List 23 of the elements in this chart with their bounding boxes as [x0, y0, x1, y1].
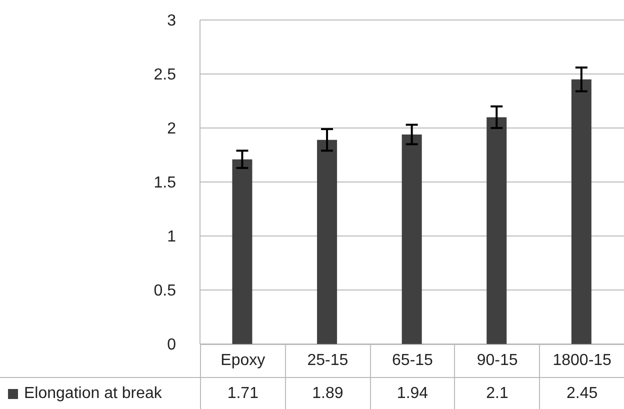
x-tick-label: 65-15 [370, 344, 454, 377]
y-tick-label: 2 [167, 120, 176, 138]
y-tick-label: 1 [167, 228, 176, 246]
data-label: 2.1 [454, 377, 540, 409]
bar [317, 140, 338, 344]
legend-label: Elongation at break [0, 377, 200, 409]
data-label: 1.71 [200, 377, 285, 409]
x-tick-label: Epoxy [200, 344, 285, 377]
data-label: 1.94 [370, 377, 454, 409]
bar [232, 159, 252, 344]
x-tick-label: 90-15 [454, 344, 540, 377]
y-tick-label: 3 [167, 12, 176, 30]
y-tick-label: 0.5 [154, 282, 176, 300]
bar [486, 117, 507, 344]
y-tick-label: 1.5 [154, 174, 176, 192]
x-tick-label: 1800-15 [539, 344, 624, 377]
bar [571, 79, 592, 344]
data-label: 2.45 [539, 377, 624, 409]
bar [402, 134, 422, 344]
x-tick-label: 25-15 [284, 344, 370, 377]
data-label: 1.89 [284, 377, 370, 409]
y-tick-label: 2.5 [154, 66, 176, 84]
y-tick-label: 0 [167, 336, 176, 354]
